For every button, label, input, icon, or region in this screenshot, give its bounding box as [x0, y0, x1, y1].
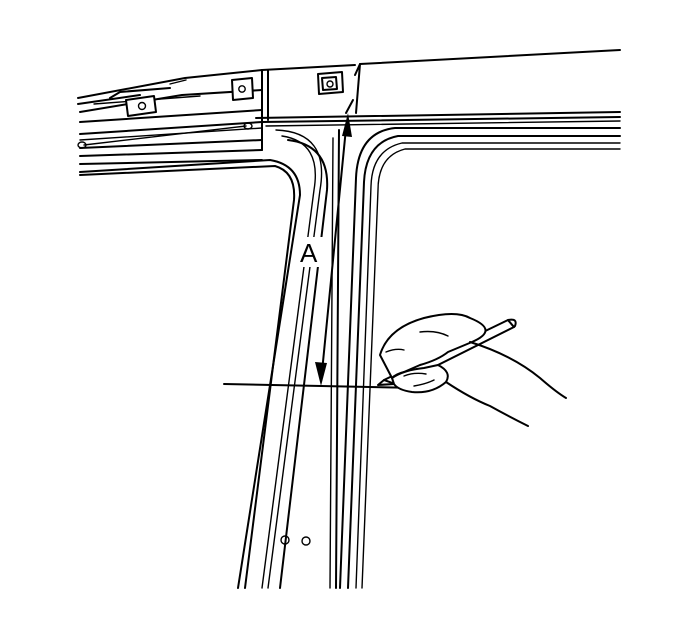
dimension-label-a: A	[300, 238, 318, 268]
window-opening-left	[79, 129, 329, 589]
mounting-pads	[77, 71, 344, 149]
hand-with-pencil-icon	[377, 313, 567, 427]
window-opening-right	[329, 127, 621, 589]
measurement-mark-line	[223, 383, 421, 389]
pillar-holes	[280, 535, 311, 546]
roof-panel	[255, 49, 621, 127]
dimension-arrow	[297, 113, 352, 386]
